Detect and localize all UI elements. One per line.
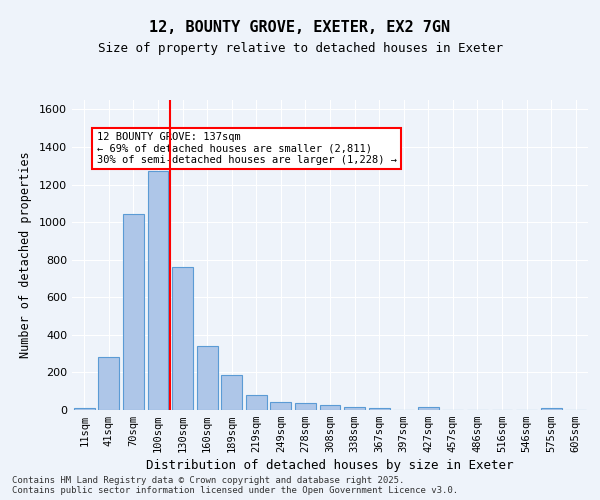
Bar [418, 407, 439, 410]
Text: 12, BOUNTY GROVE, EXETER, EX2 7GN: 12, BOUNTY GROVE, EXETER, EX2 7GN [149, 20, 451, 35]
Bar [74, 408, 95, 410]
Bar [368, 408, 389, 410]
Bar [123, 214, 144, 410]
Bar [148, 172, 169, 410]
Bar [295, 403, 316, 410]
Bar [320, 406, 340, 410]
Bar [271, 402, 292, 410]
Bar [221, 375, 242, 410]
Text: Size of property relative to detached houses in Exeter: Size of property relative to detached ho… [97, 42, 503, 55]
Bar [541, 408, 562, 410]
Bar [344, 407, 365, 410]
Bar [246, 395, 267, 410]
Text: 12 BOUNTY GROVE: 137sqm
← 69% of detached houses are smaller (2,811)
30% of semi: 12 BOUNTY GROVE: 137sqm ← 69% of detache… [97, 132, 397, 165]
Text: Contains HM Land Registry data © Crown copyright and database right 2025.
Contai: Contains HM Land Registry data © Crown c… [12, 476, 458, 495]
Bar [98, 358, 119, 410]
Y-axis label: Number of detached properties: Number of detached properties [19, 152, 32, 358]
Bar [172, 267, 193, 410]
X-axis label: Distribution of detached houses by size in Exeter: Distribution of detached houses by size … [146, 460, 514, 472]
Bar [197, 346, 218, 410]
